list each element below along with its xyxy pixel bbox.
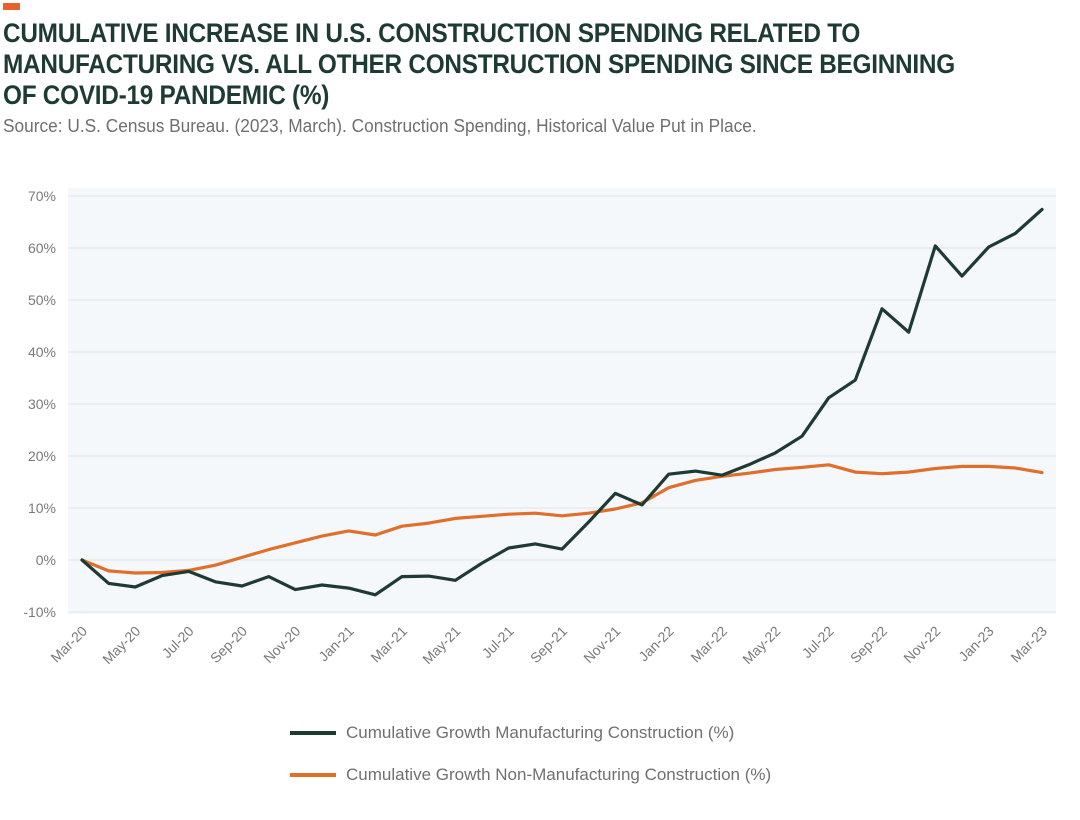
x-tick-label: Sep-22 [847,623,890,666]
y-tick-label: -10% [23,604,56,620]
legend-label: Cumulative Growth Manufacturing Construc… [346,723,735,742]
gridlines [68,195,1056,613]
y-tick-label: 30% [28,396,56,412]
x-tick-label: May-20 [99,623,143,667]
line-chart: -10% 0% 10% 20% 30% 40% 50% 60% 70% Mar-20 May-20… [23,188,1056,667]
legend-swatch-non-manufacturing [290,773,336,777]
x-tick-label: Mar-20 [47,623,90,666]
x-tick-label: Mar-21 [367,623,410,666]
series-line-non-manufacturing [80,463,1044,575]
x-tick-label: Jan-22 [635,623,677,665]
x-tick-label: Sep-20 [207,623,250,666]
x-tick-label: Mar-23 [1007,623,1050,666]
x-tick-label: Mar-22 [687,623,730,666]
legend: Cumulative Growth Manufacturing Construc… [290,712,771,796]
source-note: Source: U.S. Census Bureau. (2023, March… [3,116,757,136]
y-tick-label: 70% [28,188,56,204]
plot-area [68,188,1056,614]
x-tick-label: May-21 [419,623,463,667]
x-tick-label: Jul-20 [159,623,197,661]
x-tick-label: Nov-21 [580,623,623,666]
legend-label: Cumulative Growth Non-Manufacturing Cons… [346,765,772,784]
x-tick-label: Nov-22 [900,623,943,666]
y-tick-label: 0% [36,552,56,568]
x-tick-label: Nov-20 [260,623,303,666]
x-axis: Mar-20 May-20 Jul-20 Sep-20 Nov-20 Jan-21 Mar-… [47,623,1050,667]
x-tick-label: Sep-21 [527,623,570,666]
chart-title: CUMULATIVE INCREASE IN U.S. CONSTRUCTION… [3,18,955,110]
series-group [80,207,1044,597]
legend-item-manufacturing: Cumulative Growth Manufacturing Construc… [290,712,771,754]
y-tick-label: 50% [28,292,56,308]
x-tick-label: Jan-21 [315,623,357,665]
x-tick-label: Jan-23 [955,623,997,665]
series-line-manufacturing [80,207,1044,597]
legend-swatch-manufacturing [290,731,336,735]
x-tick-label: Jul-22 [799,623,837,661]
y-tick-label: 60% [28,240,56,256]
accent-bar [3,3,20,10]
legend-item-non-manufacturing: Cumulative Growth Non-Manufacturing Cons… [290,754,771,796]
y-tick-label: 40% [28,344,56,360]
y-axis: -10% 0% 10% 20% 30% 40% 50% 60% 70% [23,188,56,620]
x-tick-label: Jul-21 [479,623,517,661]
y-tick-label: 20% [28,448,56,464]
y-tick-label: 10% [28,500,56,516]
x-tick-label: May-22 [739,623,783,667]
